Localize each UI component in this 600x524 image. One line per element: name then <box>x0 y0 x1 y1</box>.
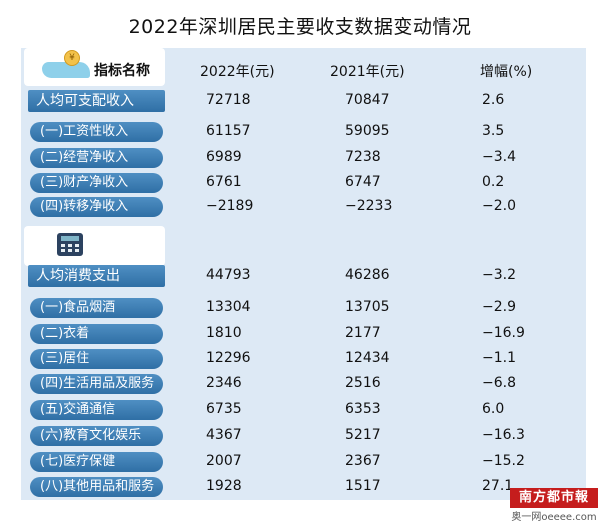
cell-change: −15.2 <box>482 453 525 469</box>
cell-change: −2.0 <box>482 198 516 214</box>
row-label-clothing: (二)衣着 <box>30 324 163 344</box>
cell-2022: 44793 <box>206 267 251 283</box>
cell-2021: 5217 <box>345 427 381 443</box>
row-label-consumption-spending: 人均消费支出 <box>28 265 165 287</box>
cell-change: 0.2 <box>482 174 505 190</box>
cell-change: −2.9 <box>482 299 516 315</box>
header-label: 指标名称 <box>94 63 150 79</box>
cell-2021: 59095 <box>345 123 390 139</box>
column-header-2022: 2022年(元) <box>200 64 275 80</box>
row-label-housing: (三)居住 <box>30 349 163 369</box>
cell-2022: −2189 <box>206 198 254 214</box>
calculator-box <box>24 226 165 266</box>
cell-change: 27.1 <box>482 478 514 494</box>
cell-2021: 46286 <box>345 267 390 283</box>
row-label-education-culture: (六)教育文化娱乐 <box>30 426 163 446</box>
cell-2021: 2367 <box>345 453 381 469</box>
cell-2022: 4367 <box>206 427 242 443</box>
cell-2022: 1810 <box>206 325 242 341</box>
coin-icon: ¥ <box>64 50 80 66</box>
cell-2021: 1517 <box>345 478 381 494</box>
cell-change: −16.9 <box>482 325 525 341</box>
page-title: 2022年深圳居民主要收支数据变动情况 <box>128 16 472 38</box>
calculator-icon <box>57 233 83 256</box>
row-label-transport-communication: (五)交通通信 <box>30 400 163 420</box>
cell-change: 6.0 <box>482 401 505 417</box>
cell-2022: 2346 <box>206 375 242 391</box>
cell-change: 3.5 <box>482 123 505 139</box>
cell-2022: 2007 <box>206 453 242 469</box>
row-label-food-tobacco: (一)食品烟酒 <box>30 298 163 318</box>
row-label-healthcare: (七)医疗保健 <box>30 452 163 472</box>
row-label-disposable-income: 人均可支配收入 <box>28 90 165 112</box>
cell-2022: 13304 <box>206 299 251 315</box>
cell-2021: 13705 <box>345 299 390 315</box>
row-label-other-goods-services: (八)其他用品和服务 <box>30 477 163 497</box>
cell-2021: 70847 <box>345 92 390 108</box>
cell-2021: 2516 <box>345 375 381 391</box>
cell-2021: 6747 <box>345 174 381 190</box>
cell-2021: 6353 <box>345 401 381 417</box>
row-label-business-income: (二)经营净收入 <box>30 148 163 168</box>
cell-change: 2.6 <box>482 92 505 108</box>
cell-change: −6.8 <box>482 375 516 391</box>
row-label-wage-income: (一)工资性收入 <box>30 122 163 142</box>
cell-2021: 7238 <box>345 149 381 165</box>
cell-change: −1.1 <box>482 350 516 366</box>
cell-2021: −2233 <box>345 198 393 214</box>
hand-icon <box>42 62 90 78</box>
cell-2021: 12434 <box>345 350 390 366</box>
column-header-change: 增幅(%) <box>480 64 533 80</box>
cell-2022: 6989 <box>206 149 242 165</box>
cell-2022: 1928 <box>206 478 242 494</box>
row-label-transfer-income: (四)转移净收入 <box>30 197 163 217</box>
row-label-household-goods: (四)生活用品及服务 <box>30 374 163 394</box>
cell-2021: 2177 <box>345 325 381 341</box>
cell-2022: 12296 <box>206 350 251 366</box>
cell-change: −3.2 <box>482 267 516 283</box>
cell-change: −16.3 <box>482 427 525 443</box>
cell-2022: 6735 <box>206 401 242 417</box>
cell-2022: 6761 <box>206 174 242 190</box>
cell-2022: 61157 <box>206 123 251 139</box>
row-label-property-income: (三)财产净收入 <box>30 173 163 193</box>
cell-change: −3.4 <box>482 149 516 165</box>
site-watermark: 奥一网oeeee.com <box>511 512 597 523</box>
newspaper-logo: 南方都市報 <box>510 488 598 508</box>
cell-2022: 72718 <box>206 92 251 108</box>
column-header-2021: 2021年(元) <box>330 64 405 80</box>
